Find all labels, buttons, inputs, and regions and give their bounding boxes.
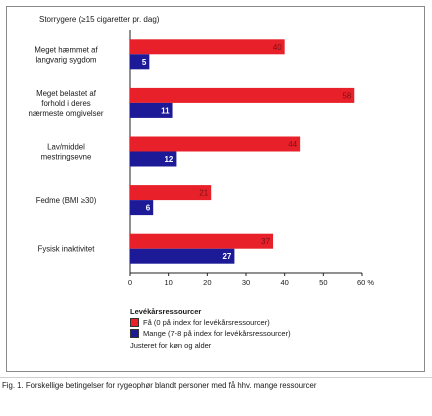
caption-divider [0,377,432,378]
adjustment-note: Justeret for køn og alder [130,341,212,350]
category-label-line: Meget hæmmet af [34,45,98,54]
data-label-many: 6 [146,204,151,213]
bar-few [130,233,274,249]
data-label-many: 5 [142,58,147,67]
x-tick-label: 60 % [357,278,374,287]
bar-few [130,136,301,152]
chart-title: Storrygere (≥15 cigaretter pr. dag) [39,15,160,24]
legend-item-few: Få (0 på index for levékårsressourcer) [130,317,291,328]
category-label-line: Fedme (BMI ≥30) [36,196,97,205]
category-label: Fysisk inaktivitet [38,245,96,254]
bar-few [130,185,212,201]
legend: Levékårsressourcer Få (0 på index for le… [130,306,291,351]
legend-label-few: Få (0 på index for levékårsressourcer) [143,318,270,327]
legend-swatch-blue [130,329,139,338]
category-label: Lav/middel mestringsevne [41,143,92,162]
legend-item-many: Mange (7-8 på index for levékårsressourc… [130,328,291,339]
legend-label-many: Mange (7-8 på index for levékårsressourc… [143,329,291,338]
bar-many [130,151,177,167]
category-label: Meget belastet af forhold i deres nærmeste… [29,89,104,118]
figure-frame [6,6,425,372]
data-label-few: 21 [199,189,208,198]
category-label-line: Lav/middel [47,143,85,152]
bar-many [130,54,150,70]
category-label-line: Fysisk inaktivitet [38,245,96,254]
bar-many [130,102,173,118]
category-label-line: nærmeste omgivelser [29,109,104,118]
x-tick-label: 10 [164,278,172,287]
category-label-line: mestringsevne [41,153,92,162]
category-label: Fedme (BMI ≥30) [36,196,97,205]
x-tick-label: 20 [203,278,211,287]
x-tick-label: 50 [319,278,327,287]
figure-caption: Fig. 1. Forskellige betingelser for ryge… [2,381,317,390]
data-label-many: 27 [222,252,231,261]
x-tick-label: 40 [280,278,288,287]
data-label-few: 58 [342,91,351,100]
category-label-line: langvarig sygdom [35,55,96,64]
bar-many [130,200,154,216]
bar-many [130,248,235,264]
data-label-few: 37 [261,237,270,246]
x-tick-label: 0 [128,278,132,287]
legend-swatch-red [130,318,139,327]
bar-few [130,39,285,55]
data-label-few: 44 [288,140,297,149]
category-label: Meget hæmmet af langvarig sygdom [34,45,98,64]
category-label-line: forhold i deres [41,99,91,108]
bar-few [130,87,355,103]
data-label-many: 12 [164,155,173,164]
data-label-many: 11 [161,106,170,115]
data-label-few: 40 [273,43,282,52]
category-label-line: Meget belastet af [36,89,97,98]
legend-title: Levékårsressourcer [130,307,202,316]
x-tick-label: 30 [242,278,250,287]
